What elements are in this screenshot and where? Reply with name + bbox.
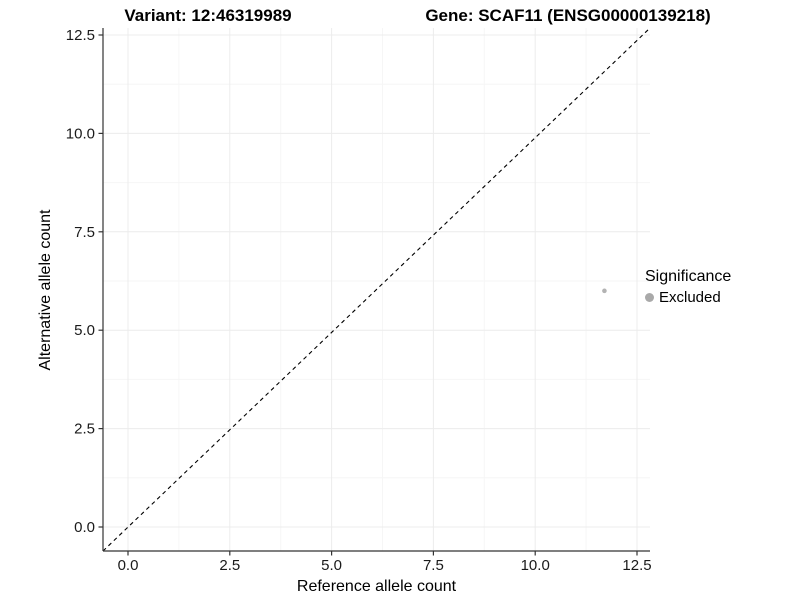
x-tick-label: 12.5	[622, 557, 651, 574]
variant-title: Variant: 12:46319989	[124, 6, 292, 25]
y-tick-label: 12.5	[66, 27, 95, 44]
x-tick-label: 5.0	[321, 557, 342, 574]
x-tick-label: 7.5	[423, 557, 444, 574]
identity-dashed-line	[102, 27, 651, 552]
legend-title: Significance	[645, 268, 732, 285]
y-tick-label: 10.0	[66, 125, 95, 142]
legend-item-label: Excluded	[659, 289, 721, 306]
x-tick-label: 2.5	[219, 557, 240, 574]
excluded-point-icon	[645, 293, 654, 302]
y-tick-label: 5.0	[74, 322, 95, 339]
y-tick-label: 2.5	[74, 421, 95, 438]
x-axis-label: Reference allele count	[296, 578, 457, 595]
gene-title: Gene: SCAF11 (ENSG00000139218)	[425, 6, 711, 25]
y-tick-label: 7.5	[74, 224, 95, 241]
legend: Significance Excluded	[645, 268, 731, 306]
data-point	[602, 288, 607, 294]
legend-item-excluded: Excluded	[645, 289, 731, 306]
y-tick-label: 0.0	[74, 519, 95, 536]
x-tick-label: 0.0	[118, 557, 139, 574]
x-tick-label: 10.0	[521, 557, 550, 574]
y-axis-label: Alternative allele count	[37, 209, 54, 371]
